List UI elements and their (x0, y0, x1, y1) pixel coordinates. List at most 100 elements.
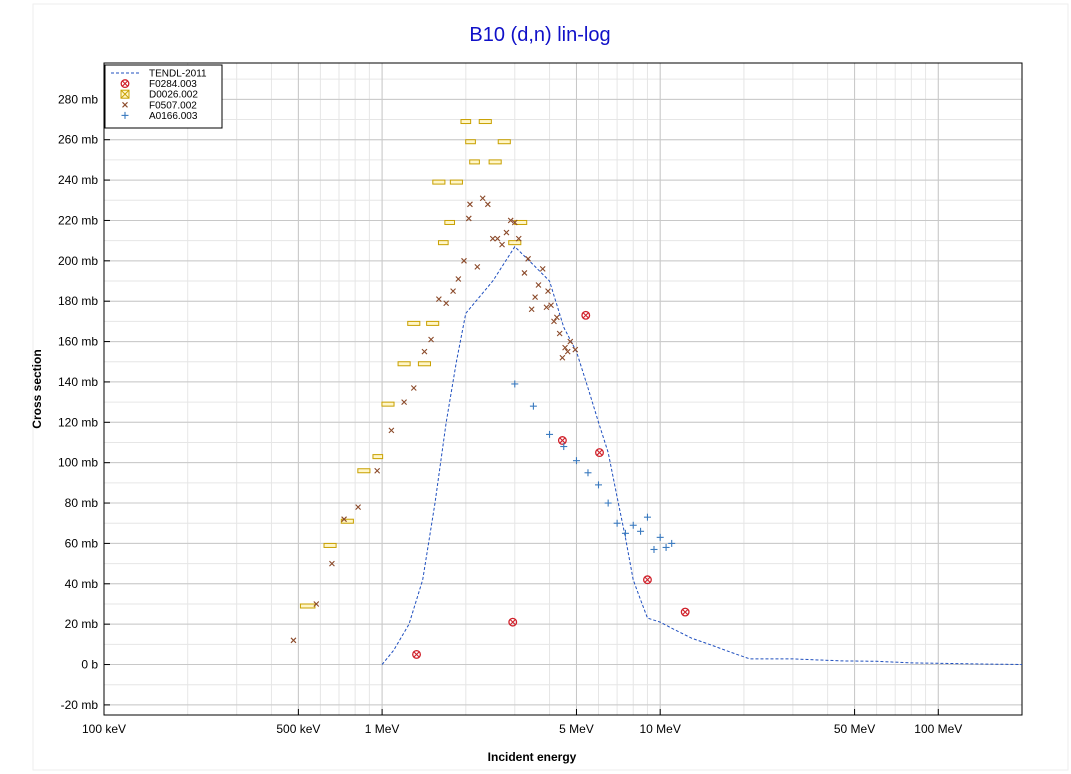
data-point (581, 310, 591, 320)
data-point (299, 603, 316, 609)
legend-label: D0026.002 (149, 90, 198, 101)
data-point (551, 318, 557, 325)
legend-item: F0507.002 (122, 100, 197, 111)
y-tick-label: 40 mb (65, 577, 99, 591)
y-tick-label: 220 mb (58, 213, 98, 227)
data-point (680, 607, 690, 617)
series-f0507-002 (290, 195, 579, 644)
data-point (543, 304, 550, 311)
data-point (535, 282, 542, 288)
data-point (643, 513, 651, 521)
data-point (529, 402, 537, 410)
data-point (465, 139, 476, 145)
data-point (508, 240, 522, 246)
data-point (467, 201, 473, 208)
legend-label: TENDL-2011 (149, 69, 207, 80)
data-point (450, 288, 456, 294)
x-tick-label: 100 keV (82, 722, 126, 736)
data-point (449, 179, 463, 185)
legend-swatch (122, 101, 128, 108)
data-point (560, 443, 568, 451)
legend-swatch (120, 89, 130, 99)
legend: TENDL-2011F0284.003D0026.002F0507.002A01… (104, 64, 223, 129)
data-point (511, 219, 518, 226)
data-point (511, 380, 519, 388)
legend-label: A0166.003 (149, 111, 198, 122)
x-tick-label: 50 MeV (834, 722, 875, 736)
chart-border (32, 3, 1069, 771)
data-point (546, 430, 554, 438)
data-point (656, 533, 664, 541)
data-point (564, 348, 571, 355)
data-point (388, 427, 395, 434)
legend-item: D0026.002 (120, 89, 198, 101)
data-point (556, 330, 563, 337)
data-point (474, 263, 481, 270)
data-point (313, 601, 320, 607)
data-point (381, 401, 395, 407)
data-point (521, 270, 528, 276)
data-point (532, 294, 538, 301)
data-point (643, 575, 652, 585)
data-point (355, 504, 362, 510)
data-point (460, 119, 472, 125)
legend-item: TENDL-2011 (111, 69, 207, 80)
data-point (443, 300, 450, 307)
series-d0026-002 (299, 119, 528, 609)
y-tick-label: 280 mb (58, 92, 98, 106)
series-f0284-003 (412, 310, 690, 659)
data-point (503, 229, 510, 236)
data-point (479, 195, 486, 202)
data-point (494, 235, 501, 242)
chart-title: B10 (d,n) lin-log (469, 24, 610, 46)
data-point (432, 179, 446, 185)
x-tick-label: 10 MeV (640, 722, 681, 736)
data-point (637, 527, 645, 535)
data-point (469, 159, 480, 165)
data-point (444, 219, 456, 225)
data-point (595, 448, 604, 458)
x-tick-label: 500 keV (276, 722, 320, 736)
data-point (437, 240, 449, 246)
y-tick-label: 0 b (81, 658, 98, 672)
y-tick-label: 180 mb (58, 294, 98, 308)
data-point (604, 499, 612, 507)
y-axis-label: Cross section (30, 349, 44, 428)
x-tick-label: 100 MeV (914, 722, 962, 736)
axis-tick-labels: 100 keV 500 keV 1 MeV 5 MeV 10 MeV 50 MeV 100 … (58, 92, 962, 736)
data-point (548, 302, 554, 309)
y-tick-label: 240 mb (58, 173, 98, 187)
legend-label: F0284.003 (149, 79, 197, 90)
data-point (508, 617, 518, 627)
series-tendl-2011 (381, 245, 1023, 665)
data-point (417, 361, 431, 367)
data-point (567, 338, 574, 345)
x-tick-label: 5 MeV (559, 722, 594, 736)
y-tick-label: 60 mb (65, 536, 99, 550)
data-point (528, 306, 535, 313)
x-tick-label: 1 MeV (365, 722, 400, 736)
data-point (545, 288, 551, 294)
data-point (410, 385, 417, 391)
legend-swatch (120, 79, 130, 89)
data-point (484, 201, 491, 208)
data-point (329, 560, 335, 567)
y-tick-label: 140 mb (58, 375, 98, 389)
data-point (613, 519, 621, 527)
data-point (428, 336, 434, 343)
series-line (381, 245, 1023, 665)
y-tick-label: 200 mb (58, 254, 98, 268)
data-point (465, 215, 472, 222)
data-point (515, 235, 522, 242)
data-point (668, 539, 676, 547)
y-tick-label: 120 mb (58, 415, 98, 429)
y-tick-label: -20 mb (61, 698, 99, 712)
data-point (662, 543, 670, 551)
y-tick-label: 160 mb (58, 335, 98, 349)
data-point (499, 241, 505, 248)
data-point (559, 354, 566, 361)
data-point (461, 257, 467, 264)
y-tick-label: 80 mb (65, 496, 99, 510)
